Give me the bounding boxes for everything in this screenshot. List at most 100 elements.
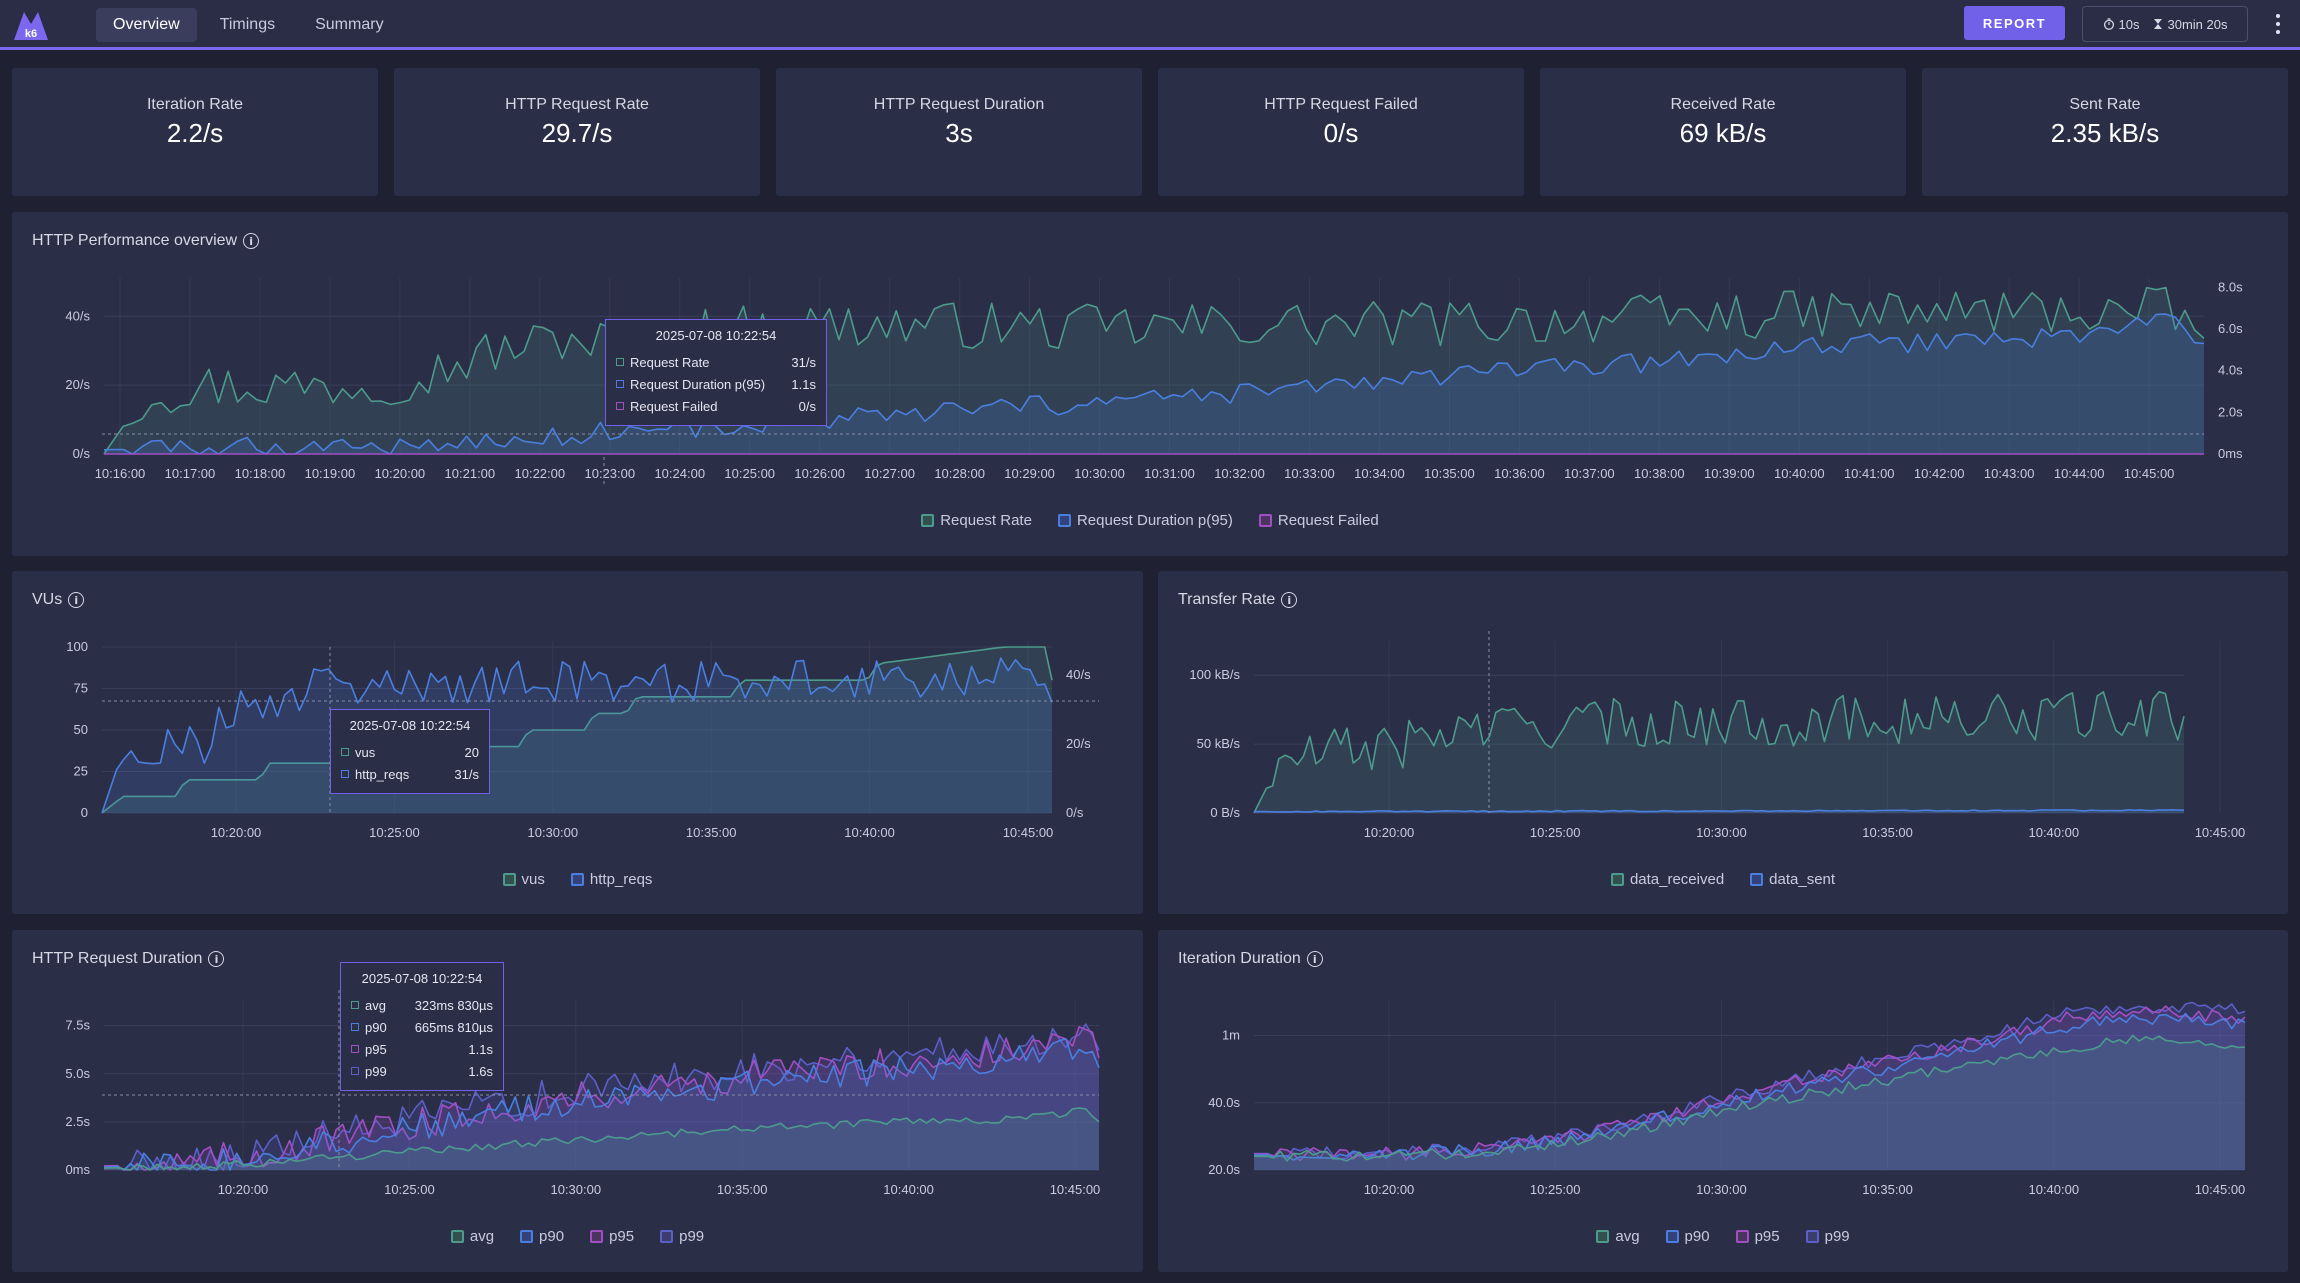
y-right-tick-label: 20/s — [1066, 736, 1091, 751]
x-tick-label: 10:45:00 — [2124, 466, 2175, 481]
x-tick-label: 10:41:00 — [1844, 466, 1895, 481]
x-tick-label: 10:36:00 — [1494, 466, 1545, 481]
panel-title-text: Transfer Rate — [1178, 591, 1276, 608]
info-icon[interactable]: i — [1281, 592, 1298, 608]
x-tick-label: 10:20:00 — [1364, 825, 1415, 840]
top-bar: k6 Overview Timings Summary REPORT 10s 3… — [0, 0, 2300, 50]
x-tick-label: 10:45:00 — [1003, 825, 1054, 840]
tab-overview[interactable]: Overview — [96, 8, 197, 42]
tab-summary[interactable]: Summary — [315, 16, 384, 33]
legend-item-avg[interactable]: avg — [450, 1228, 494, 1245]
stat-title: HTTP Request Failed — [1264, 96, 1418, 113]
tooltip-row: p90 665ms 810µs — [351, 1016, 493, 1038]
y-tick-label: 100 — [66, 639, 88, 654]
legend-item-data-received[interactable]: data_received — [1610, 871, 1724, 888]
x-tick-label: 10:30:00 — [1696, 825, 1747, 840]
chart-perf[interactable]: 0/s 20/s 40/s 0ms 2.0s 4.0s 6.0s 8.0s 10:16:00 10… — [12, 212, 2288, 556]
series-area-p95 — [1254, 1006, 2245, 1170]
series-area-p90 — [1254, 1013, 2245, 1170]
series-line-p95 — [1254, 1005, 2246, 1162]
chart-duration[interactable]: 0ms 2.5s 5.0s 7.5s 10:20:00 10:25:00 10:30:00 1… — [12, 930, 1143, 1272]
tooltip-time: 2025-07-08 10:22:54 — [655, 328, 777, 343]
y-tick-label: 2.5s — [65, 1114, 90, 1129]
info-icon[interactable]: i — [208, 951, 225, 967]
y-right-tick-label: 40/s — [1066, 667, 1091, 682]
x-tick-label: 10:35:00 — [1862, 825, 1913, 840]
x-tick-label: 10:23:00 — [584, 466, 635, 481]
legend-item-request-duration-p95[interactable]: Request Duration p(95) — [1057, 512, 1233, 529]
report-button[interactable]: REPORT — [1964, 6, 2065, 40]
series-line-request-duration-p-95- — [103, 313, 2205, 455]
series-area-request-duration-p-95- — [104, 314, 2204, 454]
x-tick-label: 10:30:00 — [1074, 466, 1125, 481]
y-tick-label: 0 B/s — [1210, 805, 1240, 820]
chart-tooltip: 2025-07-08 10:22:54 vus 20 http_reqs 31/s — [330, 709, 490, 794]
legend-item-data-sent[interactable]: data_sent — [1750, 871, 1835, 888]
test-duration-value: 30min 20s — [2167, 16, 2228, 32]
x-tick-label: 10:43:00 — [1984, 466, 2035, 481]
k6-logo[interactable]: k6 — [12, 6, 50, 42]
legend-item-avg[interactable]: avg — [1596, 1228, 1640, 1245]
chart-vus[interactable]: 0 25 50 75 100 0/s 20/s 40/s 10:20:00 10:25:00 10:… — [12, 571, 1143, 914]
panel-http-performance-overview: HTTP Performance overview i 0/s 20/s 40/s 0m… — [12, 212, 2288, 556]
x-tick-label: 10:19:00 — [305, 466, 356, 481]
y-right-tick-label: 4.0s — [2218, 363, 2243, 378]
x-tick-label: 10:27:00 — [864, 466, 915, 481]
timer-box[interactable]: 10s 30min 20s — [2082, 6, 2248, 42]
info-icon[interactable]: i — [243, 233, 260, 249]
chart-iteration[interactable]: 20.0s 40.0s 1m 10:20:00 10:25:00 10:30:00 10:3… — [1158, 930, 2288, 1272]
panel-iteration-duration: Iteration Duration i 20.0s 40.0s 1m 10:20:00… — [1158, 930, 2288, 1272]
x-tick-label: 10:20:00 — [375, 466, 426, 481]
series-line-p99 — [1253, 1001, 2246, 1160]
x-tick-label: 10:32:00 — [1214, 466, 1265, 481]
x-tick-label: 10:20:00 — [211, 825, 262, 840]
panel-title-text: VUs — [32, 591, 63, 608]
series-area-p90 — [104, 1038, 1099, 1170]
panel-title: HTTP Request Duration i — [32, 950, 225, 968]
stat-title: Iteration Rate — [146, 96, 244, 113]
legend-item-http-reqs[interactable]: http_reqs — [570, 871, 652, 888]
tooltip-row: p99 1.6s — [351, 1060, 493, 1082]
series-line-data-sent — [1254, 809, 2185, 813]
panel-title: VUs i — [32, 591, 85, 609]
legend-item-request-rate[interactable]: Request Rate — [921, 512, 1032, 529]
tab-timings[interactable]: Timings — [219, 16, 276, 33]
x-tick-label: 10:37:00 — [1564, 466, 1615, 481]
tooltip-time: 2025-07-08 10:22:54 — [361, 971, 483, 986]
x-tick-label: 10:25:00 — [369, 825, 420, 840]
y-right-tick-label: 0ms — [2218, 446, 2243, 461]
tooltip-row: http_reqs 31/s — [341, 763, 479, 785]
series-line-p90 — [1253, 1012, 2246, 1161]
legend-item-vus[interactable]: vus — [502, 871, 545, 888]
x-tick-label: 10:24:00 — [654, 466, 705, 481]
x-tick-label: 10:35:00 — [686, 825, 737, 840]
x-tick-label: 10:40:00 — [844, 825, 895, 840]
legend-item-p95[interactable]: p95 — [1735, 1228, 1780, 1245]
legend-item-p99[interactable]: p99 — [1805, 1228, 1850, 1245]
more-menu-icon[interactable] — [2268, 10, 2288, 38]
legend-item-request-failed[interactable]: Request Failed — [1258, 512, 1379, 529]
chart-transfer[interactable]: 0 B/s 50 kB/s 100 kB/s 10:20:00 10:25:00 10:3… — [1158, 571, 2288, 914]
x-tick-label: 10:29:00 — [1004, 466, 1055, 481]
info-icon[interactable]: i — [68, 592, 85, 608]
x-tick-label: 10:40:00 — [1774, 466, 1825, 481]
series-line-request-rate — [103, 286, 2205, 455]
x-tick-label: 10:42:00 — [1914, 466, 1965, 481]
legend-item-p90[interactable]: p90 — [520, 1228, 564, 1245]
y-tick-label: 0ms — [65, 1162, 90, 1177]
panel-title: Iteration Duration i — [1178, 950, 1323, 968]
y-tick-label: 20.0s — [1208, 1162, 1240, 1177]
y-tick-label: 0 — [81, 805, 88, 820]
info-icon[interactable]: i — [1306, 951, 1323, 967]
series-line-p99 — [103, 1023, 1100, 1171]
chart-tooltip: 2025-07-08 10:22:54 Request Rate 31/s Req… — [605, 319, 827, 426]
legend-item-p99[interactable]: p99 — [660, 1228, 704, 1245]
y-right-tick-label: 6.0s — [2218, 321, 2243, 336]
legend-item-p90[interactable]: p90 — [1665, 1228, 1710, 1245]
x-tick-label: 10:25:00 — [1530, 825, 1581, 840]
tooltip-time: 2025-07-08 10:22:54 — [349, 718, 471, 733]
stat-card-iteration-rate: Iteration Rate 2.2/s — [12, 68, 378, 250]
y-tick-label: 50 — [74, 722, 88, 737]
legend: vus http_reqs — [12, 871, 1143, 888]
legend-item-p95[interactable]: p95 — [590, 1228, 634, 1245]
